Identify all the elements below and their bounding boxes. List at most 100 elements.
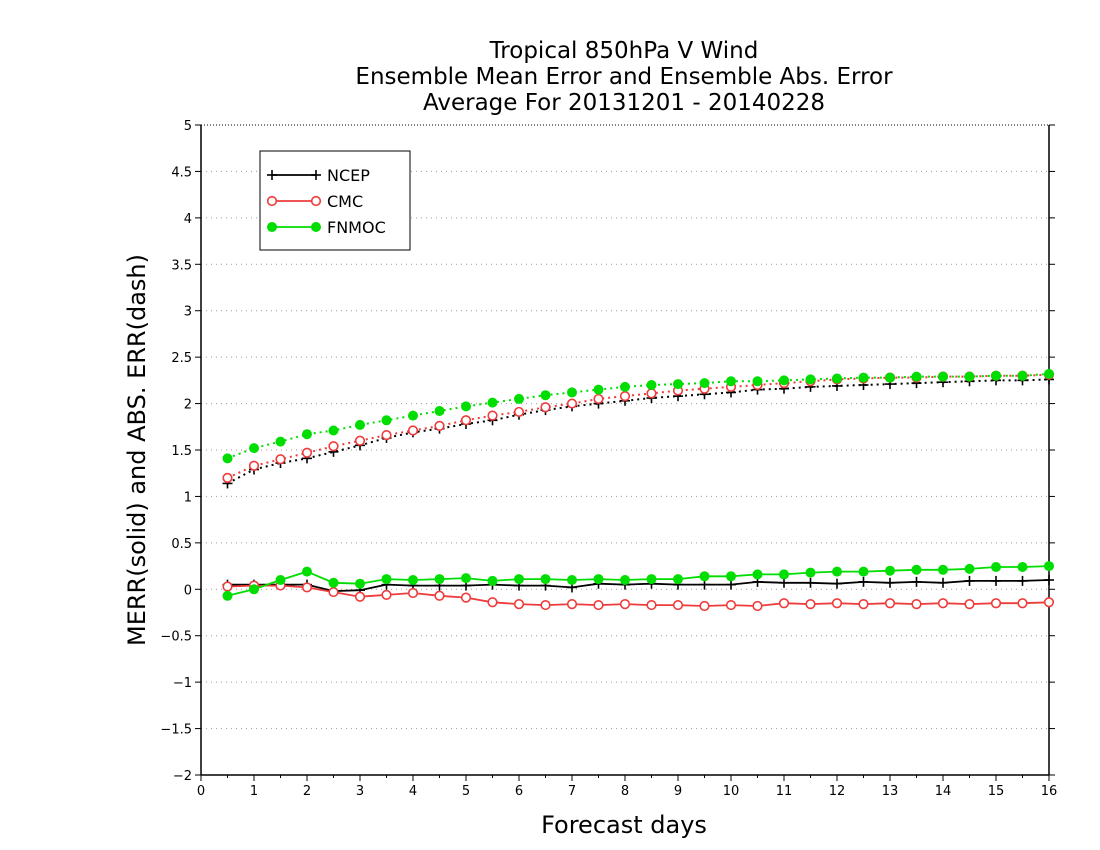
cmc-merr-point bbox=[460, 592, 472, 603]
legend-marker bbox=[310, 195, 322, 207]
fnmoc-abs-err-point bbox=[1044, 368, 1054, 379]
x-tick-label: 8 bbox=[621, 784, 629, 799]
legend-entry-fnmoc: FNMOC bbox=[267, 218, 386, 237]
x-tick-label: 1 bbox=[250, 784, 258, 799]
fnmoc-merr-point bbox=[222, 590, 233, 601]
cmc-abs-err-point bbox=[381, 430, 392, 441]
fnmoc-merr-point bbox=[275, 575, 286, 585]
x-tick-label: 2 bbox=[303, 784, 311, 799]
cmc-abs-err-point bbox=[222, 472, 233, 483]
legend-marker bbox=[266, 195, 278, 207]
legend-marker bbox=[267, 222, 277, 232]
cmc-abs-err-point bbox=[354, 435, 366, 446]
fnmoc-merr-point bbox=[381, 574, 392, 585]
x-tick-label: 12 bbox=[829, 784, 846, 799]
cmc-merr-point bbox=[805, 599, 816, 610]
fnmoc-merr-point bbox=[461, 573, 471, 584]
y-tick-label: 0.5 bbox=[171, 537, 192, 552]
cmc-merr-point bbox=[301, 582, 313, 593]
fnmoc-abs-err-point bbox=[593, 384, 604, 395]
fnmoc-abs-err-point bbox=[938, 371, 948, 382]
legend-label-fnmoc: FNMOC bbox=[327, 218, 386, 237]
fnmoc-abs-err-point bbox=[222, 453, 233, 464]
title-line-2: Ensemble Mean Error and Ensemble Abs. Er… bbox=[355, 64, 893, 90]
fnmoc-abs-err-point bbox=[911, 371, 922, 382]
cmc-abs-err-point bbox=[593, 393, 604, 405]
fnmoc-abs-err-point bbox=[699, 378, 710, 389]
y-tick-label: 3.5 bbox=[171, 258, 192, 273]
cmc-abs-err-line bbox=[227, 373, 1050, 479]
fnmoc-merr-point bbox=[1017, 562, 1028, 572]
cmc-abs-err-point bbox=[619, 391, 631, 402]
fnmoc-abs-err-point bbox=[487, 397, 498, 408]
fnmoc-abs-err-point bbox=[673, 379, 683, 390]
fnmoc-abs-err-point bbox=[964, 371, 975, 382]
cmc-abs-err-point bbox=[407, 425, 419, 436]
fnmoc-merr-point bbox=[858, 566, 869, 577]
fnmoc-merr-point bbox=[752, 569, 763, 580]
fnmoc-abs-err-point bbox=[620, 381, 630, 392]
cmc-merr-point bbox=[752, 600, 763, 612]
legend: NCEP CMC FNMOC bbox=[259, 150, 411, 251]
fnmoc-merr-point bbox=[514, 574, 524, 585]
series-fnmoc bbox=[222, 368, 1054, 601]
fnmoc-merr-point bbox=[302, 566, 312, 577]
legend-marker bbox=[311, 222, 321, 232]
cmc-merr-point bbox=[407, 587, 419, 599]
y-axis-label: MERR(solid) and ABS. ERR(dash) bbox=[123, 254, 151, 646]
cmc-merr-point bbox=[858, 599, 869, 610]
series-layer bbox=[222, 368, 1055, 612]
grid bbox=[201, 124, 1049, 730]
fnmoc-merr-point bbox=[408, 575, 418, 585]
y-tick-label: 2 bbox=[184, 398, 192, 413]
fnmoc-merr-point bbox=[779, 569, 789, 580]
fnmoc-abs-err-point bbox=[355, 419, 365, 430]
fnmoc-abs-err-point bbox=[328, 425, 339, 436]
cmc-merr-point bbox=[434, 590, 445, 601]
x-tick-label: 16 bbox=[1041, 784, 1058, 799]
y-tick-label: −1 bbox=[173, 676, 192, 691]
cmc-merr-point bbox=[1043, 597, 1055, 608]
x-tick-label: 15 bbox=[988, 784, 1005, 799]
ncep-merr-point bbox=[858, 576, 869, 587]
cmc-abs-err-point bbox=[434, 420, 445, 431]
fnmoc-merr-point bbox=[938, 564, 948, 575]
fnmoc-merr-point bbox=[1044, 561, 1054, 572]
y-tick-label: 1 bbox=[184, 490, 192, 505]
cmc-merr-point bbox=[381, 589, 392, 600]
fnmoc-merr-point bbox=[249, 584, 259, 595]
fnmoc-abs-err-point bbox=[1017, 370, 1028, 381]
fnmoc-merr-point bbox=[434, 574, 445, 585]
series-cmc bbox=[222, 369, 1055, 612]
fnmoc-abs-err-point bbox=[540, 390, 551, 401]
cmc-merr-point bbox=[911, 599, 922, 610]
x-tick-label: 4 bbox=[409, 784, 417, 799]
x-tick-label: 0 bbox=[197, 784, 205, 799]
y-tick-label: 4.5 bbox=[171, 165, 192, 180]
fnmoc-abs-err-point bbox=[567, 387, 577, 398]
fnmoc-merr-point bbox=[355, 578, 365, 589]
fnmoc-abs-err-point bbox=[461, 401, 471, 412]
y-tick-label: 3 bbox=[184, 305, 192, 320]
fnmoc-merr-point bbox=[328, 577, 339, 588]
x-axis-label: Forecast days bbox=[541, 811, 707, 839]
legend-label-ncep: NCEP bbox=[327, 166, 370, 185]
fnmoc-merr-point bbox=[885, 565, 895, 576]
ncep-merr-point bbox=[991, 575, 1001, 586]
cmc-merr-point bbox=[328, 586, 339, 598]
fnmoc-abs-err-point bbox=[779, 375, 789, 386]
cmc-abs-err-point bbox=[301, 447, 313, 458]
cmc-merr-point bbox=[513, 599, 525, 610]
cmc-abs-err-point bbox=[487, 410, 498, 421]
x-tick-label: 3 bbox=[356, 784, 364, 799]
cmc-merr-point bbox=[699, 600, 710, 612]
x-tick-label: 5 bbox=[462, 784, 470, 799]
series-ncep bbox=[222, 374, 1054, 597]
fnmoc-abs-err-point bbox=[858, 372, 869, 383]
fnmoc-abs-err-point bbox=[832, 373, 842, 384]
legend-marker bbox=[267, 170, 277, 180]
cmc-merr-point bbox=[884, 598, 896, 609]
ncep-merr-point bbox=[1044, 575, 1054, 585]
ticks: −2−1.5−1−0.500.511.522.533.544.550 1 2 3 4 5 6… bbox=[160, 119, 1057, 799]
y-tick-label: 0 bbox=[184, 583, 192, 598]
